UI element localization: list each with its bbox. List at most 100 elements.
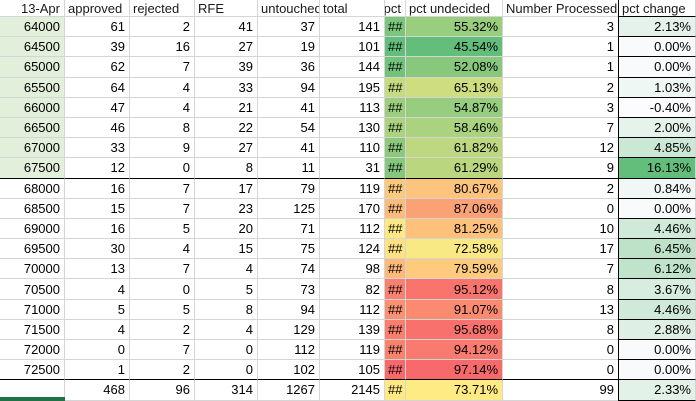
cell-total[interactable]: 130 xyxy=(320,117,385,139)
cell-rfe[interactable]: 33 xyxy=(195,77,258,98)
cell-pct-undecided[interactable]: 80.67% xyxy=(406,178,503,199)
cell-pct-undecided[interactable]: 95.68% xyxy=(406,319,503,340)
cell-pct-undecided[interactable]: 87.06% xyxy=(406,198,503,219)
cell-rfe[interactable]: 0 xyxy=(195,360,258,381)
cell-rfe[interactable]: 20 xyxy=(195,218,258,240)
cell-untouched[interactable]: 54 xyxy=(258,117,320,139)
cell-pct-change[interactable]: 1.03% xyxy=(618,77,696,98)
cell-pct-change[interactable]: 0.84% xyxy=(618,178,696,199)
cell-total[interactable]: 113 xyxy=(320,97,385,118)
cell-pct-undecided[interactable]: 61.82% xyxy=(406,138,503,159)
cell-pct-change[interactable]: 3.67% xyxy=(618,279,696,300)
cell-pct[interactable]: ## xyxy=(385,259,406,280)
cell-rejected[interactable]: 2 xyxy=(130,360,195,381)
cell-approved[interactable]: 46 xyxy=(65,117,130,139)
cell-rfe[interactable]: 8 xyxy=(195,299,258,320)
total-row-cell-pct-undecided[interactable]: 73.71% xyxy=(406,380,503,401)
cell-rejected[interactable]: 0 xyxy=(130,158,195,179)
cell-label[interactable]: 67500 xyxy=(0,158,65,179)
cell-untouched[interactable]: 112 xyxy=(258,340,320,361)
cell-rfe[interactable]: 4 xyxy=(195,319,258,340)
total-row-cell-number-processed[interactable]: 99 xyxy=(503,380,618,401)
cell-pct-undecided[interactable]: 91.07% xyxy=(406,299,503,320)
total-row-cell-pct-change[interactable]: 2.33% xyxy=(618,380,696,401)
cell-pct-change[interactable]: 6.45% xyxy=(618,239,696,260)
cell-total[interactable]: 105 xyxy=(320,360,385,381)
cell-pct[interactable]: ## xyxy=(385,279,406,300)
cell-number-processed[interactable]: 8 xyxy=(503,279,618,300)
cell-rejected[interactable]: 4 xyxy=(130,97,195,118)
cell-pct-undecided[interactable]: 79.59% xyxy=(406,259,503,280)
total-row-cell-pct[interactable]: ## xyxy=(385,380,406,401)
cell-pct-undecided[interactable]: 55.32% xyxy=(406,17,503,38)
cell-pct[interactable]: ## xyxy=(385,77,406,98)
cell-pct-change[interactable]: 6.12% xyxy=(618,259,696,280)
cell-pct-change[interactable]: 4.85% xyxy=(618,138,696,159)
cell-pct-undecided[interactable]: 54.87% xyxy=(406,97,503,118)
cell-label[interactable]: 65500 xyxy=(0,77,65,98)
cell-label[interactable]: 69000 xyxy=(0,218,65,240)
cell-number-processed[interactable]: 17 xyxy=(503,239,618,260)
cell-pct[interactable]: ## xyxy=(385,138,406,159)
cell-label[interactable]: 69500 xyxy=(0,239,65,260)
cell-untouched[interactable]: 73 xyxy=(258,279,320,300)
cell-number-processed[interactable]: 7 xyxy=(503,118,618,139)
cell-total[interactable]: 98 xyxy=(320,259,385,280)
cell-number-processed[interactable]: 1 xyxy=(503,57,618,78)
cell-total[interactable]: 112 xyxy=(320,218,385,240)
total-row-cell-total[interactable]: 2145 xyxy=(320,380,385,401)
column-header-rejected[interactable]: rejected xyxy=(130,0,195,17)
cell-untouched[interactable]: 19 xyxy=(258,37,320,58)
cell-rfe[interactable]: 39 xyxy=(195,57,258,78)
cell-approved[interactable]: 30 xyxy=(65,239,130,260)
cell-rfe[interactable]: 21 xyxy=(195,97,258,118)
cell-label[interactable]: 70000 xyxy=(0,259,65,280)
cell-number-processed[interactable]: 1 xyxy=(503,37,618,58)
cell-pct-undecided[interactable]: 65.13% xyxy=(406,77,503,98)
cell-pct-change[interactable]: 4.46% xyxy=(618,299,696,320)
column-header-pct[interactable]: pct xyxy=(385,0,406,17)
cell-pct[interactable]: ## xyxy=(385,239,406,260)
cell-number-processed[interactable]: 2 xyxy=(503,78,618,98)
cell-pct-change[interactable]: 0.00% xyxy=(618,57,696,78)
cell-approved[interactable]: 39 xyxy=(65,37,130,58)
cell-label[interactable]: 66000 xyxy=(0,97,65,118)
cell-pct[interactable]: ## xyxy=(385,178,406,199)
cell-total[interactable]: 124 xyxy=(320,239,385,260)
cell-approved[interactable]: 64 xyxy=(65,77,130,98)
cell-pct-change[interactable]: 4.46% xyxy=(618,218,696,240)
cell-pct[interactable]: ## xyxy=(385,17,406,38)
cell-total[interactable]: 144 xyxy=(320,57,385,78)
cell-pct-change[interactable]: 2.13% xyxy=(618,17,696,38)
cell-pct-undecided[interactable]: 97.14% xyxy=(406,360,503,381)
cell-total[interactable]: 82 xyxy=(320,279,385,300)
cell-pct[interactable]: ## xyxy=(385,299,406,320)
cell-untouched[interactable]: 11 xyxy=(258,158,320,179)
column-header-approved[interactable]: approved xyxy=(65,0,130,17)
cell-pct-undecided[interactable]: 95.12% xyxy=(406,279,503,300)
cell-pct-undecided[interactable]: 45.54% xyxy=(406,37,503,58)
cell-approved[interactable]: 12 xyxy=(65,158,130,179)
cell-rejected[interactable]: 7 xyxy=(130,178,195,199)
cell-number-processed[interactable]: 13 xyxy=(503,300,618,320)
cell-number-processed[interactable]: 3 xyxy=(503,98,618,118)
cell-number-processed[interactable]: 0 xyxy=(503,340,618,361)
cell-total[interactable]: 112 xyxy=(320,299,385,320)
cell-approved[interactable]: 5 xyxy=(65,299,130,320)
cell-approved[interactable]: 4 xyxy=(65,279,130,300)
cell-pct-change[interactable]: 0.00% xyxy=(618,340,696,361)
cell-approved[interactable]: 13 xyxy=(65,259,130,280)
column-header-pct-undecided[interactable]: pct undecided xyxy=(406,0,503,17)
cell-total[interactable]: 101 xyxy=(320,37,385,58)
cell-approved[interactable]: 0 xyxy=(65,340,130,361)
cell-approved[interactable]: 47 xyxy=(65,97,130,118)
cell-pct[interactable]: ## xyxy=(385,360,406,381)
cell-label[interactable]: 72500 xyxy=(0,360,65,381)
cell-label[interactable]: 70500 xyxy=(0,279,65,300)
cell-number-processed[interactable]: 8 xyxy=(503,320,618,340)
cell-number-processed[interactable]: 3 xyxy=(503,17,618,38)
cell-label[interactable]: 71000 xyxy=(0,299,65,320)
cell-label[interactable]: 64000 xyxy=(0,17,65,38)
cell-pct[interactable]: ## xyxy=(385,198,406,219)
cell-rfe[interactable]: 22 xyxy=(195,117,258,139)
